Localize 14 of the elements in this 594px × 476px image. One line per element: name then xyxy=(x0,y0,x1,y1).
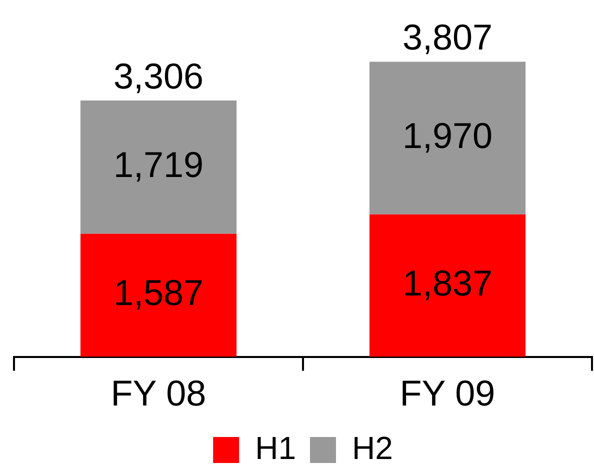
bar xyxy=(369,214,526,357)
bar xyxy=(369,62,526,214)
legend-label: H1 xyxy=(255,430,296,466)
data-label: 1,587 xyxy=(113,272,204,314)
total-label: 3,807 xyxy=(402,16,493,58)
data-label: 1,719 xyxy=(113,144,204,186)
bar xyxy=(80,234,237,357)
x-tick-label: FY 08 xyxy=(110,372,206,414)
x-tick-label: FY 09 xyxy=(400,372,496,414)
total-label: 3,306 xyxy=(113,55,204,96)
legend-label: H2 xyxy=(352,430,393,466)
data-label: 1,970 xyxy=(402,114,493,156)
bar xyxy=(80,100,237,234)
data-label: 1,837 xyxy=(402,262,493,304)
